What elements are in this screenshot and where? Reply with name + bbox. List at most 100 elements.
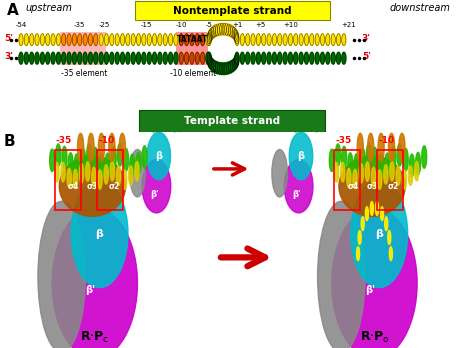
Circle shape bbox=[50, 149, 55, 172]
Circle shape bbox=[56, 144, 61, 166]
Circle shape bbox=[137, 34, 141, 46]
Circle shape bbox=[211, 60, 216, 72]
Circle shape bbox=[267, 34, 271, 46]
Circle shape bbox=[213, 25, 218, 37]
Circle shape bbox=[240, 52, 245, 64]
Circle shape bbox=[235, 52, 239, 64]
Circle shape bbox=[120, 34, 125, 46]
Circle shape bbox=[227, 62, 231, 74]
Circle shape bbox=[232, 59, 236, 71]
Circle shape bbox=[135, 161, 139, 181]
Bar bbox=[55, 150, 81, 210]
Circle shape bbox=[98, 170, 102, 189]
Circle shape bbox=[40, 52, 45, 64]
Circle shape bbox=[356, 247, 360, 261]
Circle shape bbox=[157, 109, 161, 127]
Text: -10: -10 bbox=[378, 136, 394, 145]
Circle shape bbox=[163, 52, 167, 64]
Bar bbox=[334, 150, 360, 210]
Ellipse shape bbox=[147, 132, 171, 180]
Circle shape bbox=[299, 52, 303, 64]
Circle shape bbox=[379, 153, 383, 176]
Circle shape bbox=[222, 63, 226, 75]
Circle shape bbox=[130, 154, 135, 176]
Circle shape bbox=[153, 34, 156, 46]
Circle shape bbox=[251, 34, 255, 46]
Circle shape bbox=[210, 59, 214, 71]
Circle shape bbox=[331, 52, 335, 64]
FancyBboxPatch shape bbox=[60, 32, 106, 65]
Circle shape bbox=[190, 34, 194, 46]
Text: -35: -35 bbox=[56, 136, 72, 145]
Text: 3': 3' bbox=[5, 52, 14, 61]
Circle shape bbox=[131, 52, 135, 64]
Circle shape bbox=[403, 149, 408, 171]
Circle shape bbox=[240, 34, 245, 46]
Circle shape bbox=[213, 61, 218, 73]
Text: +5: +5 bbox=[255, 22, 265, 28]
Circle shape bbox=[228, 61, 233, 73]
Circle shape bbox=[195, 34, 200, 46]
Circle shape bbox=[67, 52, 71, 64]
Ellipse shape bbox=[142, 159, 171, 213]
Circle shape bbox=[109, 34, 114, 46]
Circle shape bbox=[234, 30, 238, 42]
Circle shape bbox=[289, 113, 292, 131]
Circle shape bbox=[131, 110, 135, 128]
Circle shape bbox=[120, 52, 125, 64]
Circle shape bbox=[416, 152, 420, 175]
Circle shape bbox=[348, 153, 353, 175]
Circle shape bbox=[399, 133, 405, 161]
Circle shape bbox=[315, 52, 319, 64]
Circle shape bbox=[377, 170, 382, 189]
Circle shape bbox=[201, 52, 205, 64]
Circle shape bbox=[98, 133, 104, 161]
Circle shape bbox=[267, 52, 271, 64]
Bar bbox=[377, 150, 403, 210]
Circle shape bbox=[62, 52, 66, 64]
Circle shape bbox=[168, 34, 173, 46]
Circle shape bbox=[390, 161, 394, 181]
Circle shape bbox=[372, 167, 375, 187]
Circle shape bbox=[233, 29, 237, 41]
Circle shape bbox=[119, 133, 126, 161]
Circle shape bbox=[104, 165, 108, 184]
Circle shape bbox=[224, 63, 228, 74]
Circle shape bbox=[304, 34, 309, 46]
Circle shape bbox=[109, 52, 114, 64]
Circle shape bbox=[168, 52, 173, 64]
Ellipse shape bbox=[351, 180, 408, 287]
Circle shape bbox=[357, 133, 363, 161]
Text: β: β bbox=[375, 229, 383, 239]
Circle shape bbox=[174, 52, 178, 64]
Circle shape bbox=[256, 52, 260, 64]
Circle shape bbox=[208, 30, 212, 42]
Circle shape bbox=[35, 34, 39, 46]
Circle shape bbox=[46, 52, 50, 64]
Circle shape bbox=[158, 34, 162, 46]
Ellipse shape bbox=[289, 132, 313, 180]
Text: σ2: σ2 bbox=[388, 182, 399, 191]
Circle shape bbox=[88, 133, 94, 161]
Text: 5': 5' bbox=[362, 52, 371, 61]
Circle shape bbox=[299, 109, 303, 127]
Circle shape bbox=[373, 147, 377, 170]
Circle shape bbox=[19, 34, 23, 46]
Text: β: β bbox=[96, 229, 103, 239]
Text: R$\cdot$P$_{\rm c}$: R$\cdot$P$_{\rm c}$ bbox=[80, 330, 109, 345]
Text: 3': 3' bbox=[362, 34, 371, 43]
Circle shape bbox=[337, 52, 341, 64]
Circle shape bbox=[99, 153, 104, 176]
Circle shape bbox=[201, 34, 205, 46]
Circle shape bbox=[359, 164, 363, 183]
Text: TATAAT: TATAAT bbox=[177, 34, 208, 44]
Circle shape bbox=[99, 52, 103, 64]
Circle shape bbox=[81, 148, 85, 171]
Circle shape bbox=[342, 52, 346, 64]
Circle shape bbox=[326, 52, 330, 64]
Circle shape bbox=[55, 163, 59, 182]
Circle shape bbox=[235, 54, 239, 66]
Circle shape bbox=[262, 34, 266, 46]
Circle shape bbox=[227, 24, 231, 36]
Circle shape bbox=[388, 231, 391, 244]
